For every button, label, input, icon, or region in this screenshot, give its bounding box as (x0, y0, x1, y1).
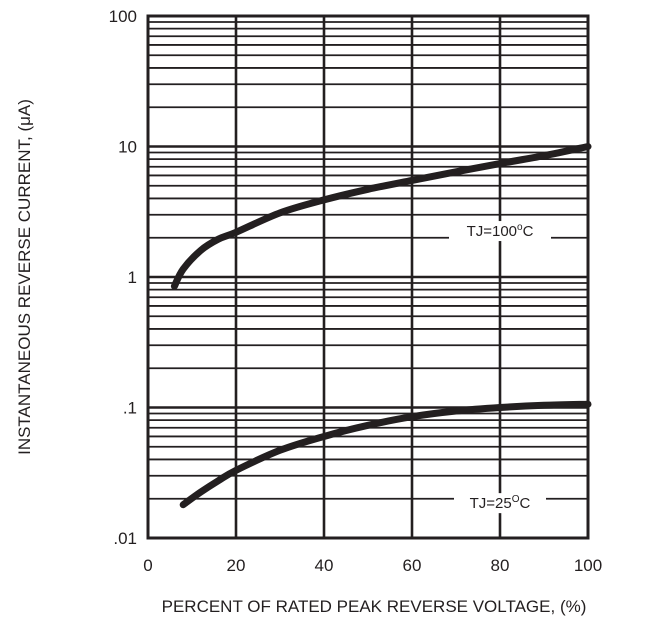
series-label-text: TJ=100oC (467, 222, 534, 240)
series-label-backdrop (454, 493, 546, 514)
x-tick-label: 100 (574, 556, 602, 575)
series-label-main: TJ=25 (470, 495, 512, 512)
y-tick-label: 1 (128, 268, 137, 287)
series-label-degree: o (517, 222, 523, 233)
x-tick-label: 20 (227, 556, 246, 575)
x-tick-label: 40 (315, 556, 334, 575)
series-label-degree: O (512, 494, 520, 505)
x-tick-label: 60 (403, 556, 422, 575)
series-line-tj-25c (179, 400, 592, 509)
series-lines (170, 143, 592, 509)
series-label-unit: C (523, 223, 534, 240)
series-label-tj-100c: TJ=100oC (449, 221, 551, 242)
x-tick-labels: 0 20 40 60 80 100 (143, 556, 602, 575)
series-label-unit: C (520, 495, 531, 512)
series-label-tj-25c: TJ=25OC (454, 493, 546, 514)
x-tick-label: 80 (491, 556, 510, 575)
series-label-text: TJ=25OC (470, 494, 531, 512)
x-axis-title: PERCENT OF RATED PEAK REVERSE VOLTAGE, (… (162, 597, 587, 616)
plot-frame (146, 14, 590, 540)
major-gridlines (148, 16, 588, 538)
y-tick-label: 10 (118, 138, 137, 157)
series-label-main: TJ=100 (467, 223, 517, 240)
series-line-tj-100c (170, 143, 592, 290)
series-label-backdrop (449, 221, 551, 242)
y-tick-labels: .01 .1 1 10 100 (109, 7, 137, 548)
y-tick-label: .01 (113, 529, 137, 548)
y-tick-label: 100 (109, 7, 137, 26)
x-tick-label: 0 (143, 556, 152, 575)
y-axis-title: INSTANTANEOUS REVERSE CURRENT, (μA) (15, 99, 34, 455)
y-tick-label: .1 (123, 399, 137, 418)
